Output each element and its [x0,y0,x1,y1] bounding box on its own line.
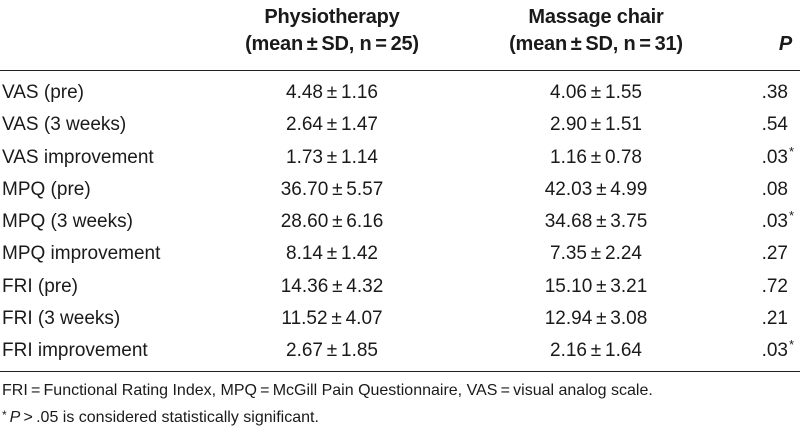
significance-marker: * [789,143,795,159]
p-value-text: .08 [761,178,788,200]
massage-chair-value: 12.94 ± 3.08 [544,308,648,330]
p-value: .54 [762,109,788,141]
table-row: MPQ (pre) 36.70 ± 5.57 42.03 ± 4.99 .08 [0,174,800,206]
p-value: .03 * [761,142,794,174]
physiotherapy-value: 2.64 ± 1.47 [286,114,378,136]
physiotherapy-value: 2.67 ± 1.85 [286,340,378,362]
footnote-abbreviations: FRI = Functional Rating Index, MPQ = McG… [2,382,653,399]
footnote-significance-text: > .05 is considered statistically signif… [20,409,319,426]
physiotherapy-value: 28.60 ± 6.16 [280,211,384,233]
physiotherapy-value: 8.14 ± 1.42 [286,243,378,265]
table-body: VAS (pre) 4.48 ± 1.16 4.06 ± 1.55 .38 VAS (3… [0,77,800,368]
p-value-text: .03 [761,340,788,362]
footnote-p-symbol: P [9,409,21,426]
footnote-asterisk: * [2,408,7,422]
significance-marker: * [789,208,795,224]
row-label: MPQ (3 weeks) [2,211,133,233]
p-value: .03 * [761,206,794,238]
physiotherapy-value: 36.70 ± 5.57 [280,178,384,200]
row-label: VAS (pre) [2,82,85,103]
table-row: FRI (3 weeks) 11.52 ± 4.07 12.94 ± 3.08 .21 [0,303,800,335]
p-value-text: .03 [761,146,788,168]
p-value-text: .27 [761,243,788,265]
p-value: .72 [762,271,788,303]
physiotherapy-value: 4.48 ± 1.16 [286,82,378,103]
row-label: FRI improvement [2,340,148,362]
header-p-value: P [778,33,792,55]
row-label: FRI (3 weeks) [2,308,121,330]
p-value: .21 [762,303,788,335]
significance-marker: * [789,337,795,353]
row-label: MPQ improvement [2,243,161,265]
header-massage-chair: Massage chair (mean ± SD, n = 31) [486,4,706,58]
table-row: VAS (3 weeks) 2.64 ± 1.47 2.90 ± 1.51 .54 [0,109,800,141]
p-value: .38 [762,77,788,109]
massage-chair-value: 15.10 ± 3.21 [544,275,648,297]
table-row: VAS (pre) 4.48 ± 1.16 4.06 ± 1.55 .38 [0,77,800,109]
p-value-text: .72 [761,275,788,297]
row-label: VAS (3 weeks) [2,114,127,136]
table-row: MPQ (3 weeks) 28.60 ± 6.16 34.68 ± 3.75 .03… [0,206,800,238]
row-label: VAS improvement [2,146,154,168]
massage-chair-value: 2.90 ± 1.51 [550,114,642,136]
p-value: .08 [762,174,788,206]
table-row: FRI (pre) 14.36 ± 4.32 15.10 ± 3.21 .72 [0,271,800,303]
table-bottom-rule [0,371,800,372]
p-value-text: .03 [761,211,788,233]
massage-chair-value: 42.03 ± 4.99 [544,178,648,200]
p-value-text: .38 [761,82,788,103]
p-value-text: .54 [761,114,788,136]
massage-chair-value: 34.68 ± 3.75 [544,211,648,233]
massage-chair-value: 4.06 ± 1.55 [550,82,642,103]
table-header: Physiotherapy (mean ± SD, n = 25) Massag… [0,0,800,71]
header-physiotherapy-title: Physiotherapy [264,6,400,28]
p-value-text: .21 [761,308,788,330]
massage-chair-value: 2.16 ± 1.64 [550,340,642,362]
table-row: VAS improvement 1.73 ± 1.14 1.16 ± 0.78 .03… [0,142,800,174]
header-physiotherapy-stats: (mean ± SD, n = 25) [245,33,419,55]
results-table: Physiotherapy (mean ± SD, n = 25) Massag… [0,0,800,368]
row-label: FRI (pre) [2,275,78,297]
header-physiotherapy: Physiotherapy (mean ± SD, n = 25) [222,4,442,58]
header-massage-chair-stats: (mean ± SD, n = 31) [509,33,683,55]
massage-chair-value: 1.16 ± 0.78 [550,146,642,168]
header-massage-chair-title: Massage chair [528,6,664,28]
footnote-significance: * P > .05 is considered statistically sig… [2,408,319,428]
table-row: MPQ improvement 8.14 ± 1.42 7.35 ± 2.24 .27 [0,238,800,270]
table-row: FRI improvement 2.67 ± 1.85 2.16 ± 1.64 .03… [0,335,800,367]
physiotherapy-value: 14.36 ± 4.32 [280,275,384,297]
massage-chair-value: 7.35 ± 2.24 [550,243,642,265]
row-label: MPQ (pre) [2,178,91,200]
physiotherapy-value: 11.52 ± 4.07 [281,308,383,330]
physiotherapy-value: 1.73 ± 1.14 [286,146,378,168]
p-value: .03 * [761,335,794,367]
p-value: .27 [762,238,788,270]
